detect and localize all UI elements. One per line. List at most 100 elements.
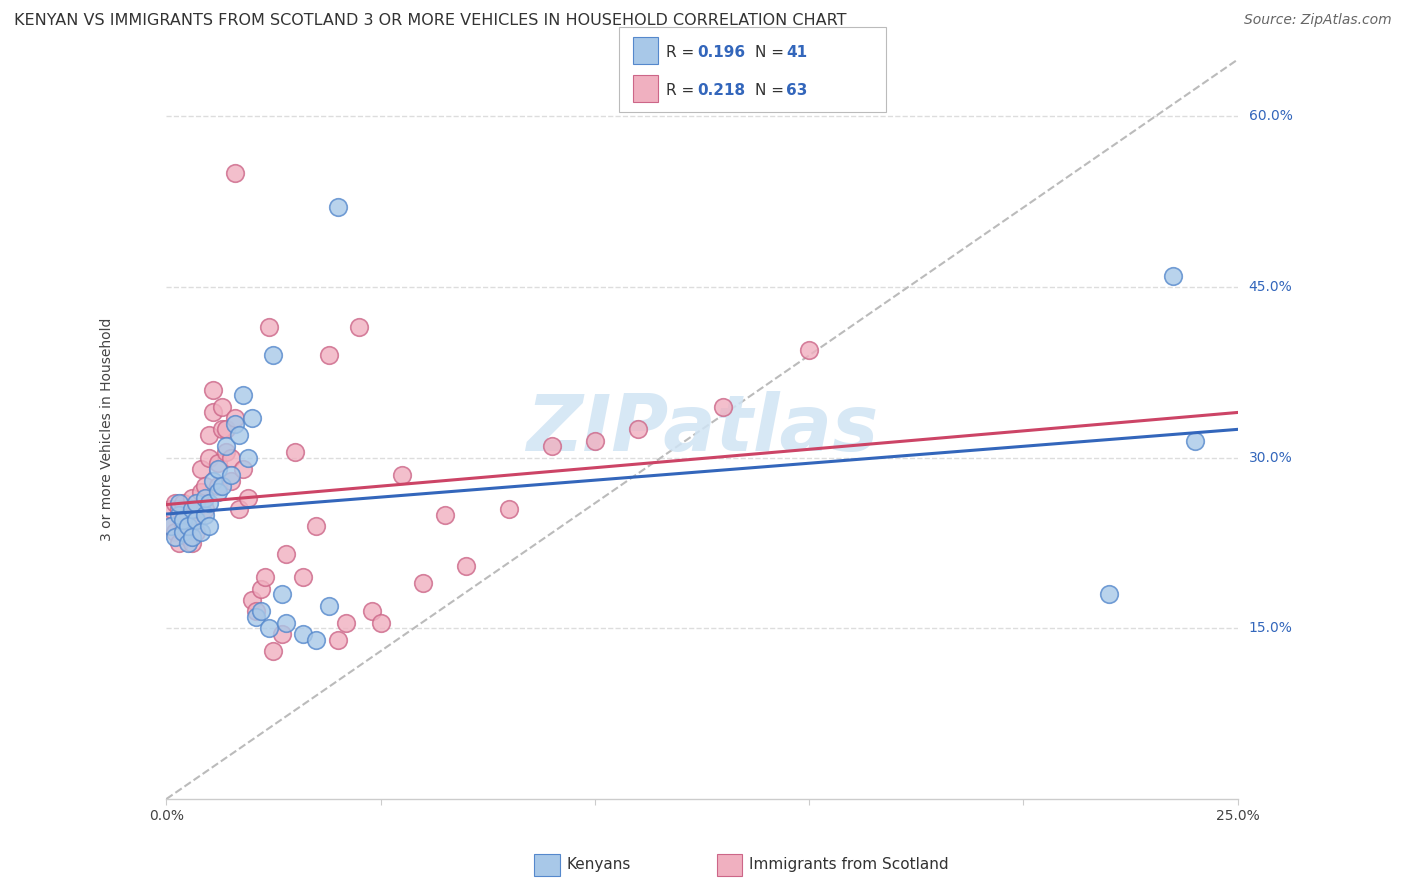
Point [181, 536, 204, 550]
Point [305, 632, 328, 647]
Text: R =: R = [666, 83, 700, 98]
Point [370, 615, 392, 630]
Point [186, 502, 208, 516]
Point [245, 604, 267, 618]
Text: KENYAN VS IMMIGRANTS FROM SCOTLAND 3 OR MORE VEHICLES IN HOUSEHOLD CORRELATION C: KENYAN VS IMMIGRANTS FROM SCOTLAND 3 OR … [14, 13, 846, 29]
Point [232, 462, 254, 476]
Point [249, 582, 271, 596]
Point [211, 479, 233, 493]
Point [1163, 268, 1185, 283]
Text: 30.0%: 30.0% [1249, 450, 1292, 465]
Point [456, 558, 478, 573]
Point [284, 445, 307, 459]
Point [433, 508, 456, 522]
Point [257, 622, 280, 636]
Point [318, 348, 340, 362]
Point [262, 348, 284, 362]
Text: Source: ZipAtlas.com: Source: ZipAtlas.com [1244, 13, 1392, 28]
Point [186, 524, 208, 539]
Point [797, 343, 820, 357]
Point [172, 524, 194, 539]
Point [236, 491, 259, 505]
Point [198, 428, 221, 442]
Point [228, 428, 250, 442]
Text: 63: 63 [786, 83, 807, 98]
Point [202, 474, 225, 488]
Text: Immigrants from Scotland: Immigrants from Scotland [749, 857, 949, 872]
Point [711, 400, 734, 414]
Point [245, 610, 267, 624]
Point [167, 502, 190, 516]
Point [236, 450, 259, 465]
Point [194, 479, 217, 493]
Point [271, 627, 294, 641]
Point [181, 502, 204, 516]
Point [253, 570, 276, 584]
Point [190, 484, 212, 499]
Point [163, 496, 186, 510]
Text: 60.0%: 60.0% [1249, 110, 1292, 123]
Point [240, 411, 263, 425]
Point [211, 400, 233, 414]
Point [240, 593, 263, 607]
Point [224, 417, 246, 431]
Point [190, 462, 212, 476]
Text: 0.218: 0.218 [697, 83, 745, 98]
Text: ZIPatlas: ZIPatlas [526, 392, 879, 467]
Point [257, 320, 280, 334]
Point [347, 320, 370, 334]
Point [412, 575, 434, 590]
Point [167, 496, 190, 510]
Point [207, 479, 229, 493]
Point [391, 467, 413, 482]
Point [249, 604, 271, 618]
Point [172, 513, 194, 527]
Point [219, 467, 242, 482]
Text: 41: 41 [786, 45, 807, 60]
Text: 15.0%: 15.0% [1249, 622, 1292, 635]
Point [198, 496, 221, 510]
Point [627, 422, 650, 436]
Point [361, 604, 384, 618]
Point [583, 434, 606, 448]
Point [172, 519, 194, 533]
Point [228, 502, 250, 516]
Point [207, 484, 229, 499]
Point [276, 548, 298, 562]
Point [292, 627, 315, 641]
Point [194, 508, 217, 522]
Point [219, 474, 242, 488]
Point [172, 496, 194, 510]
Point [219, 450, 242, 465]
Point [181, 530, 204, 544]
Point [318, 599, 340, 613]
Point [335, 615, 357, 630]
Point [326, 632, 349, 647]
Point [167, 536, 190, 550]
Text: 45.0%: 45.0% [1249, 280, 1292, 294]
Point [177, 508, 200, 522]
Point [198, 450, 221, 465]
Point [215, 445, 238, 459]
Point [207, 462, 229, 476]
Point [1098, 587, 1121, 601]
Point [159, 519, 181, 533]
Point [276, 615, 298, 630]
Point [163, 530, 186, 544]
Point [207, 457, 229, 471]
Point [167, 508, 190, 522]
Point [159, 519, 181, 533]
Text: 0.196: 0.196 [697, 45, 745, 60]
Point [271, 587, 294, 601]
Point [202, 383, 225, 397]
Point [186, 496, 208, 510]
Point [224, 411, 246, 425]
Point [159, 502, 181, 516]
Point [215, 422, 238, 436]
Text: Kenyans: Kenyans [567, 857, 631, 872]
Point [194, 502, 217, 516]
Point [232, 388, 254, 402]
Point [211, 422, 233, 436]
Text: R =: R = [666, 45, 700, 60]
Point [262, 644, 284, 658]
